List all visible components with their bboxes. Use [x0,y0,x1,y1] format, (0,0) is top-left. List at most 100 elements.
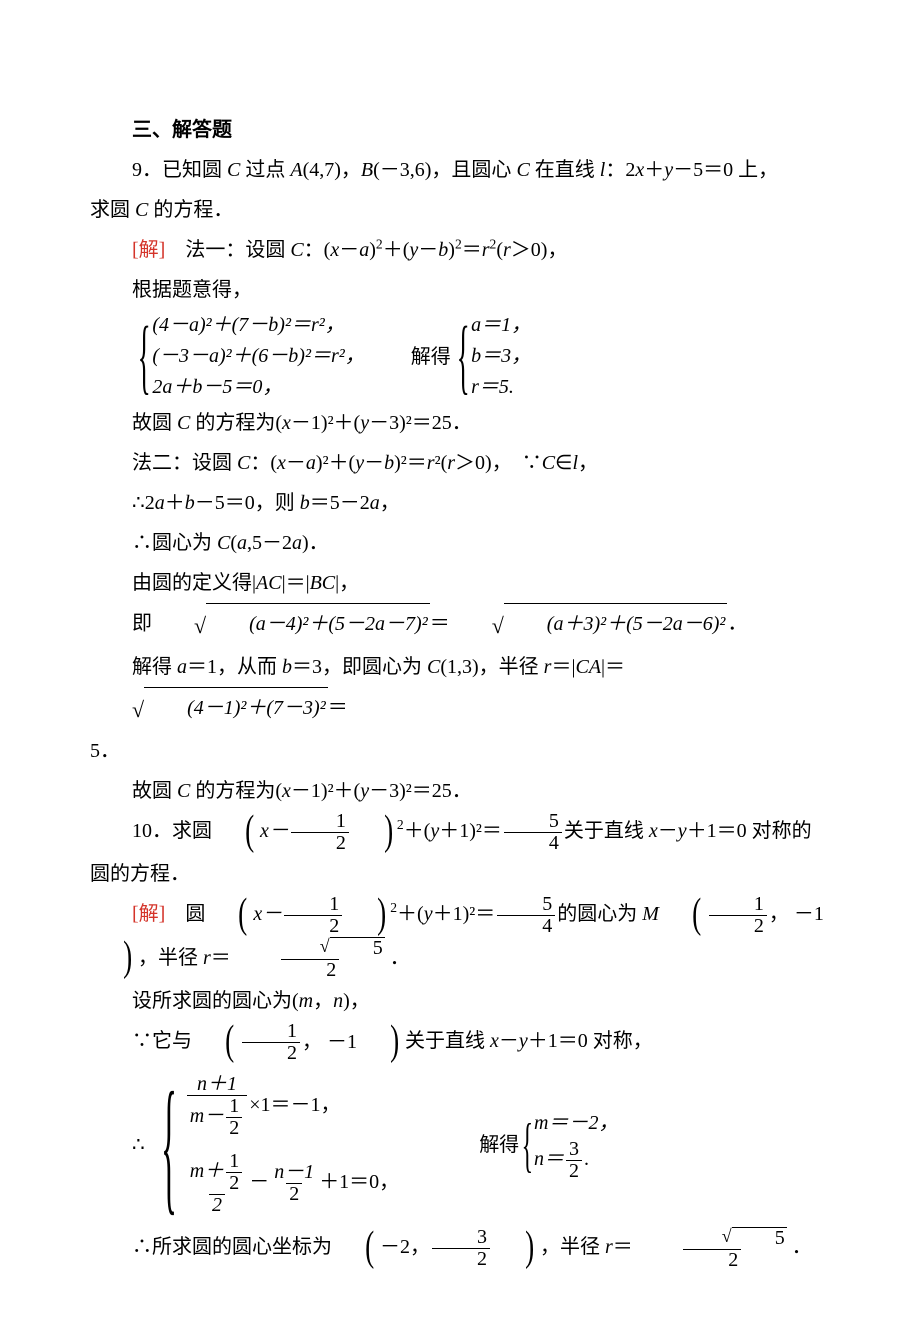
text: ：( [250,452,277,474]
text: ∴2 [132,492,155,514]
solution-9-method-2: 法二：设圆 C：(x－a)²＋(y－b)²＝r²(r＞0)， ∵C∈l， [90,443,830,483]
radicand: (a＋3)²＋(5－2a－6)² [504,603,728,644]
eq-row: m＝－2， [534,1108,618,1139]
problem-9-statement-2: 求圆 C 的方程． [90,190,830,230]
text: ＝3，即圆心为 [292,656,427,678]
text: m＋ [190,1161,224,1183]
solution-9: [解] 法一：设圆 C：(x－a)2＋(y－b)2＝r2(r＞0)， [90,230,830,270]
problem-number: 9． [132,159,162,181]
text: )²＝ [394,452,427,474]
solution-10: [解] 圆(x－12)2＋(y＋1)²＝54的圆心为 M(12， －1)，半径 … [90,894,830,981]
num: 1 [709,894,767,915]
text: －5＝0 上， [673,159,778,181]
text: ， [769,903,789,925]
eq-row: n＝32. [534,1139,618,1182]
text: 过点 [240,159,290,181]
text: x－ [253,903,282,925]
text: ＝ [462,239,482,261]
eq-row: n＋1 m－12 ×1＝－1， [185,1074,399,1139]
eq-row: r＝5. [471,372,531,403]
text: 圆 [185,903,205,925]
text: － [249,1172,269,1194]
text: ∵它与 [132,1031,192,1053]
radicand: 5 [732,1227,787,1249]
num: 3 [566,1139,582,1160]
solution-label: [解] [132,903,165,925]
text: ＋( [404,820,431,842]
text: 的方程． [148,199,233,221]
text: |＝| [282,572,310,594]
text: ＋1＝0， [319,1172,399,1194]
text: (4,7)， [303,159,361,181]
text: － [286,452,306,474]
text: －2， [380,1236,430,1258]
text: ( [496,239,503,261]
text: 在直线 [530,159,600,181]
den: 2 [432,1248,490,1270]
text: 的圆心为 [557,903,642,925]
den: 2 [281,959,339,981]
method-1-label: 法一： [185,239,245,261]
text: . [584,1149,589,1171]
text: －1)²＋( [291,412,360,434]
text: ＋ [644,159,664,181]
text: ＝| [551,656,575,678]
text: ∈ [555,452,572,474]
text: － [499,1031,519,1053]
text: ， [380,492,400,514]
solution-10-let: 设所求圆的圆心为(m，n)， [90,981,830,1021]
text: ＝ [328,697,348,719]
text: (1,3)，半径 [440,656,543,678]
section-heading: 三、解答题 [90,110,830,150]
text: 设圆 [245,239,290,261]
eq-row: a＝1， [471,310,531,341]
solution-9-center: ∴圆心为 C(a,5－2a)． [90,523,830,563]
text: －3)²＝25． [369,780,472,802]
text: ＞0)， ∵ [455,452,542,474]
text: ) [369,239,376,261]
num: 1 [291,811,349,832]
text: ＞0)， [511,239,568,261]
den: 2 [286,1183,302,1205]
text: ， [578,452,598,474]
text: ＝ [613,1236,633,1258]
eq-row: (－3－a)²＋(6－b)²＝r²， [152,341,364,372]
text: －5＝0，则 [195,492,300,514]
method-2-label: 法二： [132,452,192,474]
text: 由圆的定义得| [132,572,256,594]
text: ＝ [211,947,231,969]
den: 2 [209,1194,225,1216]
text: 求圆 [172,820,212,842]
text: ：2 [605,159,635,181]
num: 3 [432,1227,490,1248]
text: 已知圆 [162,159,227,181]
text: 的方程为( [190,412,282,434]
text: 求圆 [90,199,135,221]
text: ∴ [132,1135,145,1155]
text: 解得 [479,1135,519,1155]
solution-9-line-b: ∴2a＋b－5＝0，则 b＝5－2a， [90,483,830,523]
text: 关于直线 [564,820,649,842]
den: 2 [683,1249,741,1271]
text: ． [390,947,410,969]
text: |， [335,572,359,594]
den: 2 [284,915,342,937]
text: 关于直线 [405,1031,490,1053]
text: － [364,452,384,474]
text: ＋1)²＝ [439,820,502,842]
text: ＝1，从而 [187,656,282,678]
num: 1 [242,1021,300,1042]
den: 4 [497,915,555,937]
text: ． [727,613,747,635]
solution-9-given: 根据题意得， [90,270,830,310]
num: 1 [226,1151,242,1172]
radicand: (4－1)²＋(7－3)² [144,687,328,728]
den: 2 [242,1042,300,1064]
text: m－ [190,1106,224,1128]
text: 设圆 [192,452,237,474]
text: －3)²＝25． [369,412,472,434]
eq-row: 2a＋b－5＝0， [152,372,364,403]
text: (－3,6)，且圆心 [373,159,516,181]
text: ＋( [383,239,410,261]
num: 5 [497,894,555,915]
